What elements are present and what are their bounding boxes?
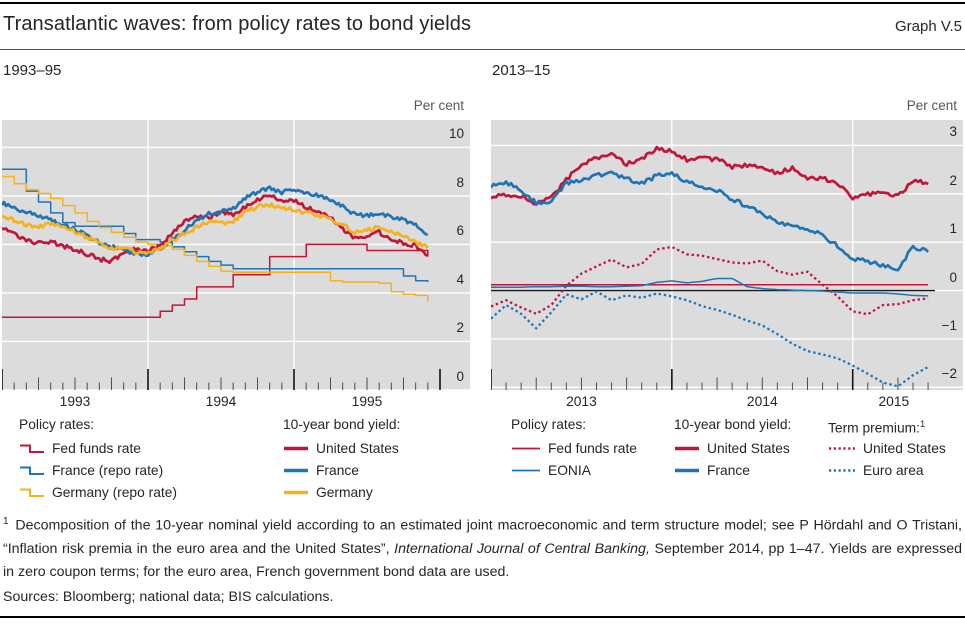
legend-item: United States bbox=[283, 437, 400, 459]
step-line-icon bbox=[19, 442, 45, 455]
solid-line-icon bbox=[283, 464, 309, 477]
step-line-icon bbox=[19, 464, 45, 477]
legend-item: France (repo rate) bbox=[19, 459, 177, 481]
legend-group-policy-rates-left: Policy rates: Fed funds rate France (rep… bbox=[19, 415, 177, 503]
footnote-reference: 1 bbox=[920, 419, 926, 430]
series-france bbox=[0, 185, 429, 258]
y-axis-unit-right: Per cent bbox=[906, 98, 957, 113]
chart-panel-2013-15: −2 −1 0 1 2 3 2013 2014 2015 bbox=[489, 120, 963, 420]
legend-item: Fed funds rate bbox=[511, 437, 637, 459]
graph-number: Graph V.5 bbox=[895, 18, 962, 35]
legend-header: 10-year bond yield: bbox=[674, 417, 792, 432]
dotted-line-icon bbox=[828, 442, 856, 455]
legend-group-bond-yield-left: 10-year bond yield: United States France… bbox=[283, 415, 400, 503]
x-axis-year-label: 1995 bbox=[351, 394, 383, 409]
legend-item: France bbox=[283, 459, 400, 481]
dotted-line-icon bbox=[828, 464, 856, 477]
solid-line-icon bbox=[674, 442, 700, 455]
solid-line-icon bbox=[283, 442, 309, 455]
legend-item: Euro area bbox=[828, 459, 946, 481]
y-axis-unit-left: Per cent bbox=[413, 98, 464, 113]
legend-header: Policy rates: bbox=[19, 417, 95, 432]
series-germany bbox=[1, 202, 429, 256]
step-line-icon bbox=[19, 486, 45, 499]
legend-group-term-premium: Term premium:1 United States Euro area bbox=[828, 415, 946, 481]
solid-line-icon bbox=[283, 486, 309, 499]
series-euro-area bbox=[490, 290, 929, 388]
solid-line-icon bbox=[674, 464, 700, 477]
legend-item: United States bbox=[674, 437, 791, 459]
series-france bbox=[489, 170, 930, 272]
legend-header: Term premium:1 bbox=[828, 419, 926, 436]
thin-line-icon bbox=[511, 464, 541, 477]
x-axis-year-label: 1994 bbox=[205, 394, 237, 409]
legend-group-bond-yield-right: 10-year bond yield: United States France bbox=[674, 415, 791, 481]
journal-title: International Journal of Central Banking… bbox=[394, 540, 650, 557]
series-united-states bbox=[490, 245, 929, 316]
header-divider-rule bbox=[0, 49, 965, 50]
legend-header: 10-year bond yield: bbox=[283, 417, 401, 432]
series-germany-repo-rate- bbox=[2, 175, 429, 302]
legend-group-policy-rates-right: Policy rates: Fed funds rate EONIA bbox=[511, 415, 637, 481]
legend-item: United States bbox=[828, 437, 946, 459]
top-border-rule bbox=[0, 2, 965, 4]
figure-title: Transatlantic waves: from policy rates t… bbox=[3, 13, 472, 35]
series-eonia bbox=[491, 277, 929, 297]
bottom-border-rule bbox=[0, 616, 965, 618]
thin-line-icon bbox=[511, 442, 541, 455]
footnote-marker: 1 bbox=[3, 516, 9, 527]
x-axis-year-label: 2013 bbox=[566, 394, 597, 409]
chart-2013-15 bbox=[489, 120, 963, 390]
series-fed-funds-rate bbox=[2, 243, 429, 318]
x-axis-year-label: 2015 bbox=[878, 394, 910, 409]
panel-title-2013-15: 2013–15 bbox=[492, 62, 551, 79]
legend-item: France bbox=[674, 459, 791, 481]
sources-line: Sources: Bloomberg; national data; BIS c… bbox=[3, 589, 334, 605]
x-axis-year-label: 2014 bbox=[746, 394, 778, 409]
legend-item: Germany bbox=[283, 481, 400, 503]
chart-panel-1993-95: 0 2 4 6 8 10 1993 1994 1995 bbox=[0, 120, 470, 420]
chart-1993-95 bbox=[0, 120, 470, 391]
footnote: 1 Decomposition of the 10-year nominal y… bbox=[3, 516, 962, 580]
legend-item: Fed funds rate bbox=[19, 437, 177, 459]
legend-item: Germany (repo rate) bbox=[19, 481, 177, 503]
legend-item: EONIA bbox=[511, 459, 637, 481]
legend-header: Policy rates: bbox=[511, 417, 587, 432]
panel-title-1993-95: 1993–95 bbox=[3, 62, 62, 79]
x-axis-year-label: 1993 bbox=[59, 394, 91, 409]
series-france-repo-rate- bbox=[2, 168, 429, 282]
